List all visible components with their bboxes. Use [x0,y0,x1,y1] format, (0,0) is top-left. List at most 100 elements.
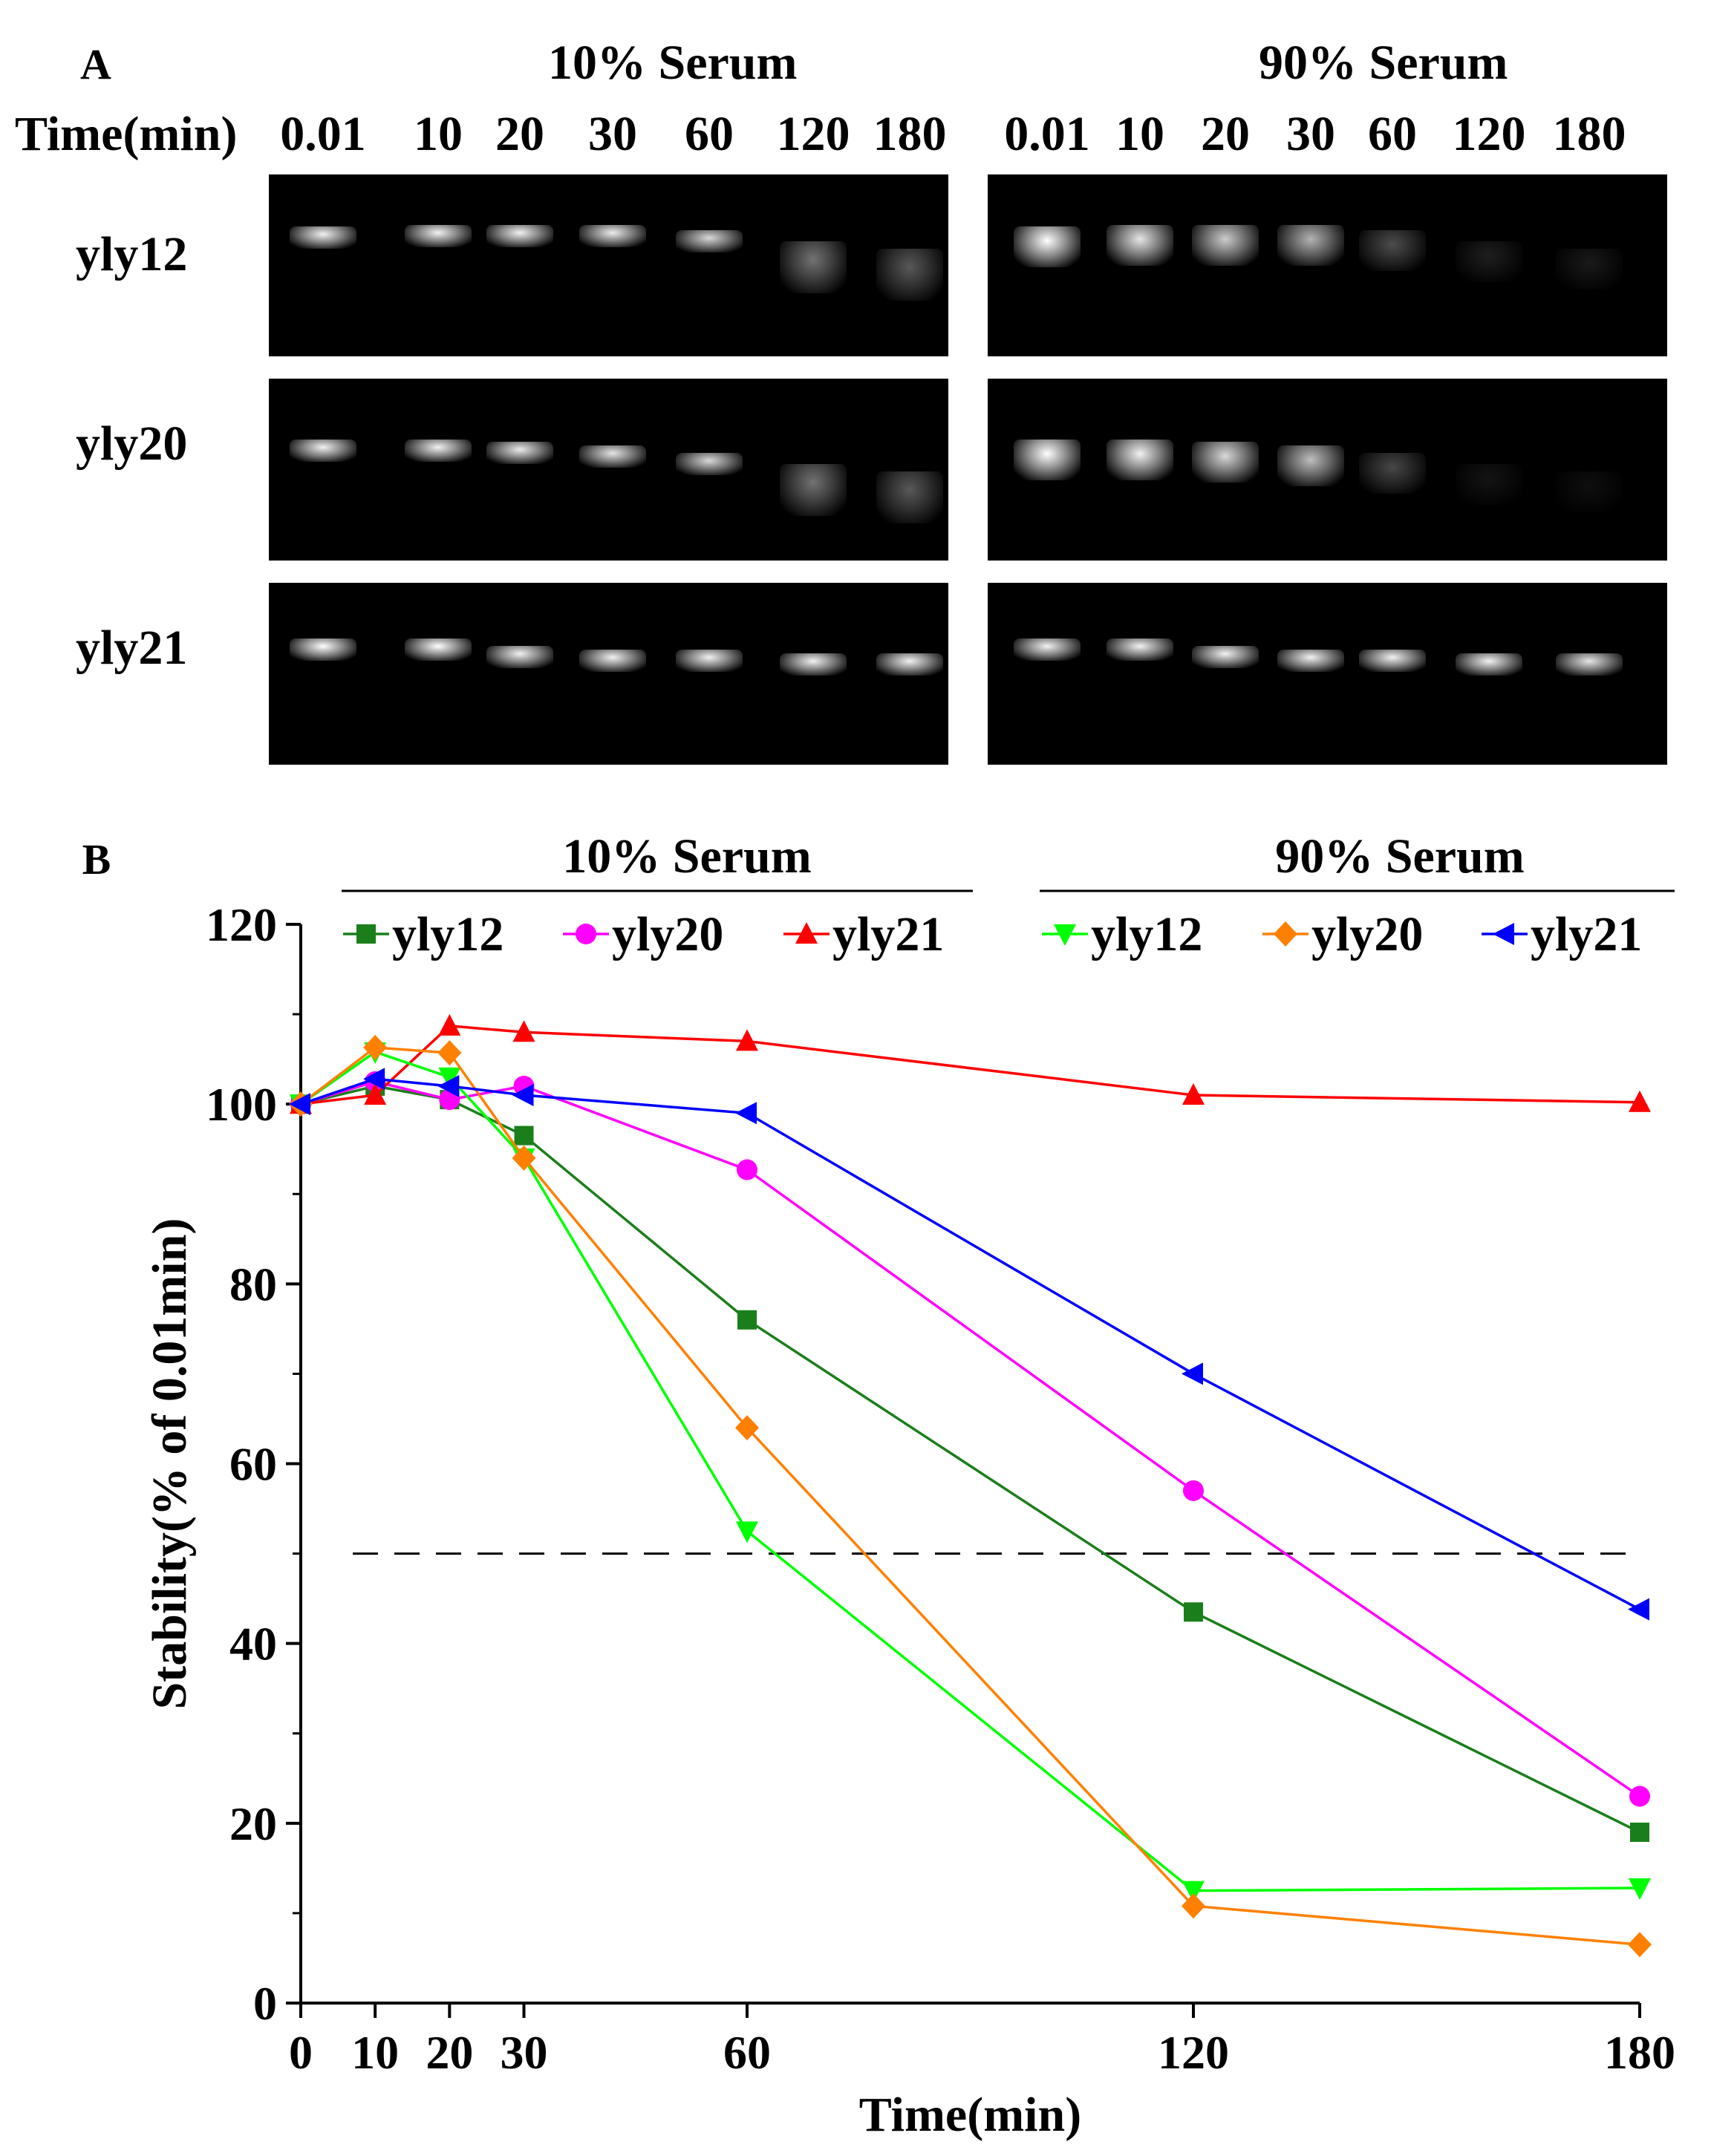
data-point-yly21-90-t0 [289,1093,310,1116]
group-title-10-serum: 10% Serum [548,36,798,90]
gel-band [780,241,847,293]
gel-yly20-10-serum [269,379,948,561]
data-point-yly21-10-t30 [512,1020,535,1042]
panel-a-label: A [80,40,111,88]
x-tick-label-180: 180 [1604,2026,1675,2079]
data-point-yly20-90-t180 [1628,1932,1652,1958]
gel-band [876,249,943,301]
data-point-yly21-90-t20 [437,1074,460,1097]
data-point-yly12-90-t180 [1629,1878,1651,1901]
legend-label-yly21-10: yly21 [832,907,944,961]
data-point-yly12-90-t120 [1182,1881,1205,1903]
series-line-yly12-10 [300,1085,1640,1834]
chart-group-title-10-serum: 10% Serum [562,829,811,883]
x-tick-label-10: 10 [351,2026,399,2079]
stability-chart: B 10% Serum 90% Serum 0 20 40 60 80 100 120 0 10 20 3… [82,829,1675,2142]
legend-label-yly12-90: yly12 [1091,907,1202,961]
gel-band [579,225,646,247]
legend-label-yly21-90: yly21 [1531,907,1642,961]
y-tick-label-0: 0 [253,1977,277,2030]
series-line-yly21-90 [300,1077,1640,1611]
data-point-yly21-90-t60 [735,1102,757,1125]
gel-band [780,653,847,676]
time-label-90-30: 30 [1286,107,1335,161]
data-point-yly21-10-t20 [438,1013,461,1036]
gel-band [486,442,553,464]
gel-band [1107,225,1173,266]
time-label-90-0.01: 0.01 [1004,107,1090,161]
legend-label-yly12-10: yly12 [392,907,503,961]
gel-band [1277,445,1344,486]
time-axis-label: Time(min) [15,107,238,161]
gel-band [1556,249,1623,290]
data-point-yly20-10-t60 [737,1159,757,1180]
y-axis-label: Stability(% of 0.01min) [143,1218,197,1710]
legend-marker-yly21-10 [795,922,818,944]
series-line-yly20-90 [299,1046,1640,1947]
data-point-yly12-90-t20 [438,1067,461,1089]
gel-band [405,638,472,661]
x-axis-label: Time(min) [859,2088,1081,2142]
data-point-yly12-10-t30 [514,1126,534,1146]
data-point-yly20-90-t120 [1182,1893,1205,1919]
gel-band [676,650,743,672]
series-line-yly20-10 [300,1080,1640,1797]
x-tick-label-60: 60 [723,2026,771,2079]
gel-band [486,225,553,247]
gel-band [1556,653,1623,676]
data-point-yly12-90-t60 [736,1521,758,1544]
y-tick-label-120: 120 [206,898,277,951]
legend-marker-yly20-90 [1274,921,1297,947]
gel-band [1456,653,1522,676]
sample-label-yly21: yly21 [76,621,188,675]
time-label-90-60: 60 [1368,107,1417,161]
data-point-yly21-90-t120 [1182,1362,1203,1385]
data-point-yly21-90-t30 [512,1084,534,1107]
x-tick-label-0: 0 [289,2026,313,2079]
gel-band [1192,646,1259,668]
gel-band [1107,638,1173,661]
gel-band [876,471,943,523]
y-tick-label-40: 40 [229,1618,277,1670]
gel-band [1277,650,1344,672]
time-label-10-30: 30 [588,107,637,161]
gel-band [290,638,356,661]
time-label-10-0.01: 0.01 [280,107,366,161]
time-label-10-60: 60 [685,107,734,161]
gel-band [1107,440,1173,480]
gel-band [579,445,646,468]
group-title-90-serum: 90% Serum [1259,36,1508,90]
data-point-yly21-10-t60 [736,1029,758,1051]
legend-label-yly20-90: yly20 [1311,907,1423,961]
gel-band [405,440,472,462]
data-point-yly20-10-t180 [1629,1786,1650,1807]
time-label-90-20: 20 [1201,107,1250,161]
gel-band [1014,638,1081,661]
x-tick-label-30: 30 [501,2026,548,2079]
chart-group-title-90-serum: 90% Serum [1275,829,1524,883]
gel-yly20-90-serum [988,379,1667,561]
gel-band [676,230,743,252]
data-point-yly21-10-t120 [1182,1083,1205,1105]
y-tick-label-20: 20 [229,1797,277,1850]
sample-label-yly12: yly12 [76,227,188,281]
panel-b-label: B [82,835,111,883]
gel-yly12-10-serum [269,174,948,356]
data-point-yly20-90-t30 [512,1145,536,1171]
gel-band [1359,453,1426,494]
data-point-yly21-10-t10 [364,1083,387,1105]
time-label-90-120: 120 [1452,107,1526,161]
gel-band [1014,440,1081,480]
y-tick-label-80: 80 [229,1258,277,1310]
data-point-yly21-90-t180 [1628,1598,1649,1621]
gel-band [290,440,356,462]
legend-label-yly20-10: yly20 [612,907,723,961]
data-point-yly12-10-t120 [1184,1602,1203,1622]
gel-band [1359,230,1426,271]
gel-band [1456,464,1522,505]
gel-band [876,653,943,676]
time-label-90-10: 10 [1115,107,1164,161]
data-point-yly12-10-t60 [737,1310,757,1330]
gel-band [1014,226,1081,267]
data-point-yly20-90-t20 [437,1040,462,1066]
